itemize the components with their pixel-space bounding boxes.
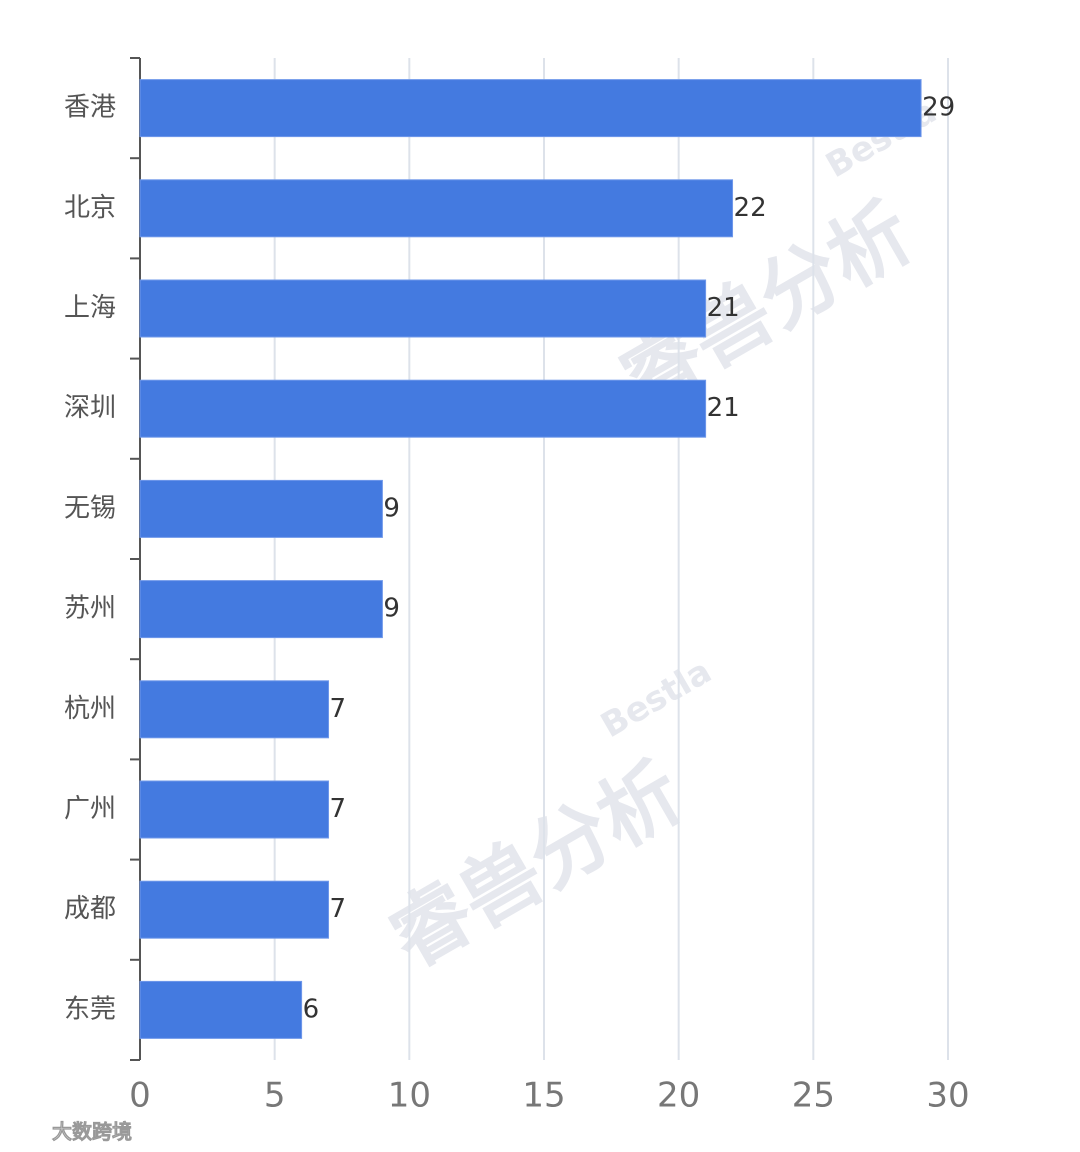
y-tick-label: 北京 xyxy=(64,193,116,223)
bar xyxy=(139,79,922,138)
y-tick-label: 东莞 xyxy=(64,994,116,1024)
value-label: 9 xyxy=(383,594,400,624)
bar xyxy=(139,279,707,338)
y-tick-label: 广州 xyxy=(64,794,116,824)
value-label: 21 xyxy=(707,293,740,323)
value-label: 22 xyxy=(734,193,767,223)
x-tick-label: 15 xyxy=(522,1076,565,1116)
y-tick-label: 杭州 xyxy=(64,694,116,724)
x-tick-label: 20 xyxy=(657,1076,700,1116)
bar xyxy=(139,780,330,839)
value-label: 21 xyxy=(707,393,740,423)
y-tick-label: 香港 xyxy=(64,93,116,123)
y-tick-label: 成都 xyxy=(64,894,116,924)
value-label: 7 xyxy=(330,694,347,724)
bar xyxy=(139,680,330,739)
bar xyxy=(139,479,383,538)
value-label: 7 xyxy=(330,894,347,924)
value-label: 9 xyxy=(383,493,400,523)
x-tick-label: 30 xyxy=(926,1076,969,1116)
bar xyxy=(139,580,383,639)
x-tick-label: 25 xyxy=(792,1076,835,1116)
bar xyxy=(139,880,330,939)
watermark-brand: Bestla xyxy=(594,651,718,746)
bar xyxy=(139,379,707,438)
x-tick-label: 10 xyxy=(388,1076,431,1116)
x-tick-label: 0 xyxy=(129,1076,151,1116)
x-tick-label: 5 xyxy=(264,1076,286,1116)
bar xyxy=(139,980,303,1039)
value-label: 7 xyxy=(330,794,347,824)
watermark-text: 睿兽分析 xyxy=(374,745,698,986)
y-tick-label: 深圳 xyxy=(64,393,116,423)
y-tick-label: 苏州 xyxy=(64,594,116,624)
value-label: 6 xyxy=(303,994,320,1024)
source-logo: 大数跨境 xyxy=(52,1120,132,1144)
y-tick-label: 上海 xyxy=(64,293,116,323)
y-tick-label: 无锡 xyxy=(64,493,116,523)
value-label: 29 xyxy=(922,93,955,123)
bar xyxy=(139,179,734,238)
